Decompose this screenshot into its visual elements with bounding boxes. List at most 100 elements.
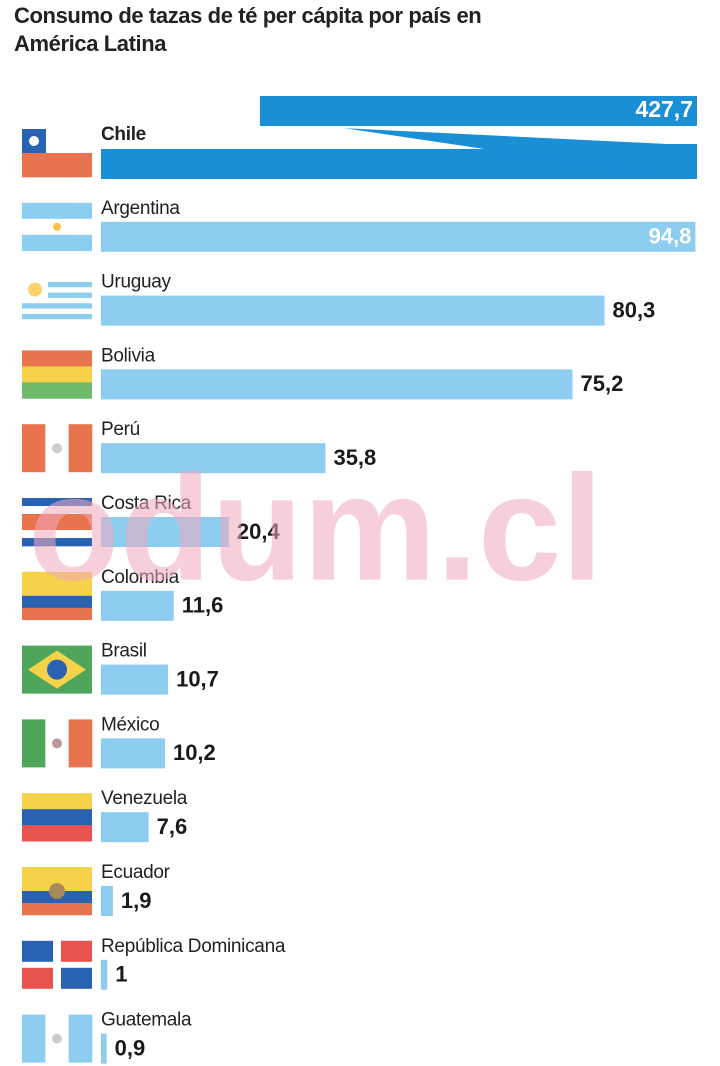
row: México 10,2 [22,714,216,769]
bar [101,1033,107,1064]
flag-stripe [22,571,92,585]
value-label: 94,8 [649,224,692,249]
flag-stripe [22,498,92,507]
flag-stripe [22,595,92,609]
flag-stripe [22,530,92,539]
flag-quarter [61,940,92,962]
flag-stripe [22,153,92,178]
flag-stripe [22,281,92,288]
category-label: Venezuela [101,788,188,809]
flag-quarter [22,940,53,962]
flag-stripe [22,202,92,220]
flag-stripe [22,538,92,547]
flag-sun [53,222,61,231]
flag-stripe [22,287,92,293]
flag-stripe [22,506,92,515]
category-label: República Dominicana [101,936,286,957]
row: Ecuador 1,9 [22,862,171,916]
bar [101,369,573,400]
row: Argentina 94,8 [22,198,696,252]
chart-title: Consumo de tazas de té per cápita por pa… [14,3,482,56]
bar [101,812,149,843]
bar-break [260,96,697,179]
bar [101,221,696,252]
value-label: 427,7 [635,96,693,122]
category-label: Ecuador [101,862,171,883]
flag-stripe [22,319,92,325]
category-label: Colombia [101,567,180,588]
value-label: 7,6 [157,814,188,839]
value-label: 75,2 [581,371,624,396]
flag-stripe [22,424,46,473]
flag-emblem [49,883,65,899]
flag-emblem [52,738,62,749]
flag-sun [28,282,42,297]
value-label: 0,9 [115,1035,146,1060]
flag-stripe [22,292,92,299]
flag-stripe [22,297,92,304]
row: Guatemala 0,9 [22,1010,192,1064]
flag-stripe [68,424,93,473]
flag-stripe [22,719,46,768]
value-label: 20,4 [237,519,281,544]
category-label: México [101,714,159,735]
category-label: Brasil [101,641,147,662]
bar [101,590,174,621]
value-label: 10,7 [176,666,219,691]
watermark: odum.cl [28,444,603,612]
flag-stripe [22,903,92,916]
flag-emblem [52,443,62,454]
category-label: Uruguay [101,272,172,293]
flag-stripe [22,382,92,399]
row: Bolivia 75,2 [22,345,624,400]
bar [101,959,108,990]
flag-stripe [22,1014,46,1063]
bar [101,886,113,916]
flag-stripe [22,825,92,842]
row: Uruguay 80,3 [22,272,655,326]
category-label: Perú [101,419,140,440]
flag-stripe [22,607,92,621]
bar [101,443,326,474]
row: Costa Rica 20,4 [22,493,280,547]
value-label: 80,3 [612,297,655,322]
category-label: Costa Rica [101,493,192,514]
row: Brasil 10,7 [22,641,219,695]
flag-stripe [22,809,92,826]
value-label: 11,6 [182,593,224,618]
flag-stripe [22,313,92,320]
bar [101,664,169,695]
value-label: 35,8 [333,445,376,470]
flag-stripe [22,522,92,531]
flag-stripe [22,350,92,367]
flag-quarter [22,967,53,989]
bar [101,295,605,326]
category-label: Argentina [101,198,180,219]
flag-stripe [22,234,92,252]
row: Chile 427,7 [22,96,697,179]
flag-quarter [61,967,92,989]
flag-globe [47,659,67,680]
flag-stripe [22,514,92,523]
value-label: 10,2 [173,740,216,765]
bar-break-gap [300,126,697,144]
value-label: 1 [115,962,127,987]
flag-stripe [22,867,92,880]
category-label: Chile [101,124,146,145]
row: República Dominicana 1 [22,936,286,990]
row: Perú 35,8 [22,419,376,474]
flag-stripe [22,308,92,315]
flag-stripe [22,303,92,309]
category-label: Bolivia [101,345,156,366]
category-label: Guatemala [101,1010,192,1031]
bar [101,738,165,769]
rows: Chile 427,7 Argentina 94,8 Uruguay 80,3 Bolivi… [22,96,697,1064]
bar [101,517,229,547]
flag-star [29,136,39,146]
flag-stripe [68,719,93,768]
flag-stripe [22,583,92,597]
flag-stripe [22,366,92,383]
